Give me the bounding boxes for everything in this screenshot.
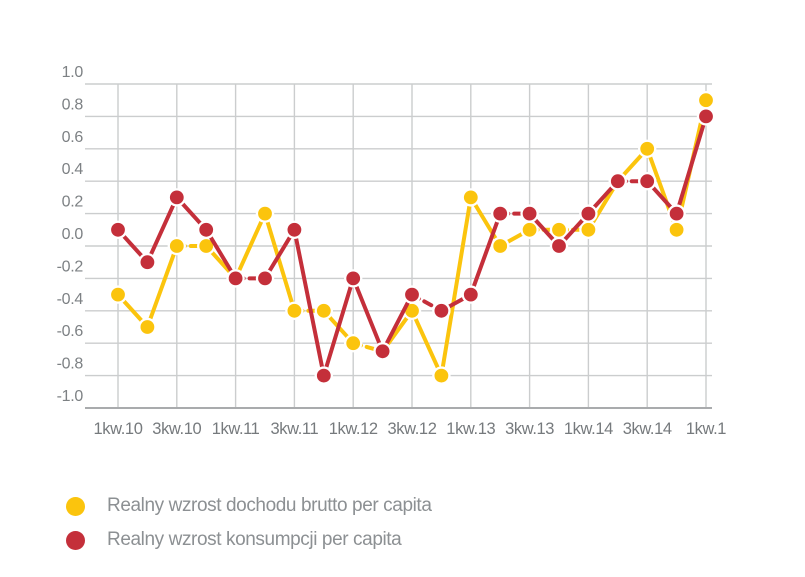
series-dochod-segment	[410, 308, 444, 378]
legend: Realny wzrost dochodu brutto per capita …	[66, 495, 432, 551]
y-tick-label: -0.4	[57, 291, 84, 308]
series-konsumpcja-segment	[292, 227, 326, 378]
x-tick-label: 1kw.12	[329, 420, 378, 438]
x-tick-label: 3kw.11	[271, 420, 319, 438]
y-tick-label: 0.2	[62, 194, 84, 211]
series-dochod-point	[111, 287, 125, 302]
y-tick-label: 1.0	[62, 64, 84, 81]
x-tick-label: 1kw.10	[94, 420, 143, 438]
dochod-series-dot-icon	[66, 496, 85, 516]
series-dochod-point	[669, 222, 684, 237]
series-konsumpcja-point	[287, 222, 302, 237]
y-tick-label: 0.8	[62, 96, 84, 113]
series-dochod-point	[522, 222, 537, 237]
series-dochod-point	[405, 303, 419, 318]
series-konsumpcja-point	[463, 287, 478, 302]
x-tick-label: 3kw.13	[505, 420, 554, 438]
series-konsumpcja-segment	[468, 211, 503, 297]
series-dochod-segment	[263, 211, 297, 313]
series-konsumpcja-point	[640, 174, 655, 189]
series-konsumpcja-segment	[263, 227, 297, 281]
x-tick-label: 3kw.14	[623, 420, 672, 438]
series-konsumpcja-point	[669, 206, 684, 221]
y-tick-label: -0.8	[57, 356, 84, 373]
x-tick-label: 3kw.10	[152, 420, 201, 438]
series-dochod-point	[199, 239, 214, 253]
series-dochod-point	[434, 368, 449, 383]
series-konsumpcja-point	[316, 368, 331, 383]
series-konsumpcja-segment	[674, 114, 708, 216]
series-dochod-point	[140, 320, 155, 334]
series-konsumpcja-point	[434, 303, 449, 318]
y-tick-label: -0.2	[57, 258, 84, 275]
legend-label-dochod: Realny wzrost dochodu brutto per capita	[107, 495, 432, 516]
series-konsumpcja-point	[552, 239, 566, 253]
series-konsumpcja-segment	[351, 276, 385, 354]
series-konsumpcja-point	[228, 271, 243, 286]
series-dochod-point	[287, 303, 302, 318]
series-dochod-segment	[468, 195, 503, 248]
legend-label-konsumpcja: Realny wzrost konsumpcji per capita	[107, 529, 402, 550]
series-dochod-point	[581, 222, 596, 237]
y-tick-label: 0.6	[62, 129, 84, 146]
series-konsumpcja-point	[581, 206, 596, 221]
series-dochod-segment	[145, 244, 179, 329]
series-dochod-point	[640, 141, 655, 156]
series-dochod-segment	[233, 211, 267, 281]
series-konsumpcja-point	[405, 287, 419, 302]
series-konsumpcja-segment	[380, 292, 414, 354]
series-konsumpcja-point	[699, 109, 713, 124]
series-konsumpcja-point	[111, 222, 125, 237]
y-tick-label: -1.0	[57, 388, 84, 405]
x-tick-label: 1kw.14	[564, 420, 613, 438]
x-tick-label: 1kw.1	[686, 420, 726, 438]
series-konsumpcja-segment	[204, 227, 238, 281]
konsumpcja-series-dot-icon	[66, 530, 85, 550]
series-konsumpcja-point	[199, 222, 214, 237]
legend-item-konsumpcja: Realny wzrost konsumpcji per capita	[66, 529, 431, 551]
series-konsumpcja-point	[493, 206, 508, 221]
series-dochod-point	[258, 206, 272, 221]
series-konsumpcja-point	[258, 271, 272, 286]
y-tick-label: -0.6	[57, 323, 84, 340]
x-tick-label: 1kw.13	[446, 420, 495, 438]
series-konsumpcja-segment	[145, 195, 179, 265]
series-konsumpcja-point	[140, 255, 155, 270]
series-dochod-point	[316, 303, 331, 318]
series-konsumpcja-point	[610, 174, 625, 189]
series-dochod-point	[346, 336, 361, 351]
y-tick-label: 0.0	[62, 226, 84, 243]
series-dochod-point	[463, 190, 478, 205]
series-konsumpcja-point	[169, 190, 184, 205]
x-tick-label: 1kw.11	[212, 420, 260, 438]
legend-item-dochod: Realny wzrost dochodu brutto per capita	[66, 495, 432, 517]
series-konsumpcja-point	[375, 344, 390, 359]
series-dochod-point	[552, 222, 566, 237]
series-dochod-segment	[439, 195, 473, 378]
y-tick-label: 0.4	[62, 161, 84, 178]
series-konsumpcja-segment	[321, 276, 356, 378]
series-dochod-point	[493, 239, 508, 253]
series-konsumpcja-point	[346, 271, 361, 286]
series-konsumpcja-point	[522, 206, 537, 221]
series-dochod-point	[699, 93, 713, 108]
series-dochod-point	[169, 239, 184, 253]
x-tick-label: 3kw.12	[388, 420, 437, 438]
